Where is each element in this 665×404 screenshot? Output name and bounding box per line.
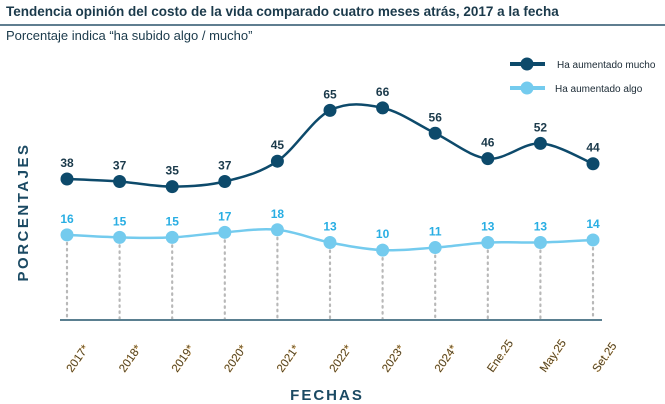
data-label: 15 — [113, 214, 127, 228]
data-point — [218, 225, 232, 239]
data-label: 13 — [323, 219, 337, 233]
legend-label: Ha aumentado mucho — [557, 60, 656, 71]
x-tick-label: 2017* — [65, 343, 92, 375]
data-point — [428, 241, 442, 255]
data-point — [60, 172, 74, 186]
legend-marker — [520, 81, 534, 95]
data-point — [481, 152, 495, 166]
x-axis-title: FECHAS — [290, 387, 364, 404]
data-label: 66 — [376, 85, 390, 99]
data-point — [376, 243, 390, 257]
y-axis-title: PORCENTAJES — [15, 143, 32, 282]
data-point — [113, 175, 127, 189]
data-label: 14 — [586, 217, 600, 231]
data-label: 46 — [481, 136, 495, 150]
x-tick-label: 2022* — [328, 343, 355, 375]
data-label: 11 — [429, 225, 442, 239]
chart-subtitle: Porcentaje indica “ha subido algo / much… — [6, 28, 253, 43]
chart-title: Tendencia opinión del costo de la vida c… — [6, 4, 559, 19]
x-tick-label: 2018* — [117, 343, 144, 375]
data-point — [113, 230, 127, 244]
data-label: 18 — [271, 207, 285, 221]
data-label: 52 — [534, 120, 548, 134]
data-point — [323, 103, 337, 117]
data-label: 37 — [113, 159, 127, 173]
data-label: 38 — [60, 156, 74, 170]
data-label: 44 — [586, 141, 600, 155]
data-label: 17 — [218, 209, 232, 223]
data-point — [270, 223, 284, 237]
data-point — [533, 136, 547, 150]
data-label: 13 — [534, 219, 548, 233]
data-label: 45 — [271, 138, 285, 152]
data-point — [218, 175, 232, 189]
data-point — [165, 230, 179, 244]
data-point — [481, 235, 495, 249]
data-label: 65 — [323, 87, 337, 101]
data-point — [323, 235, 337, 249]
legend-label: Ha aumentado algo — [555, 84, 643, 95]
data-point — [428, 126, 442, 140]
data-point — [376, 101, 390, 115]
data-label: 15 — [166, 214, 180, 228]
legend-marker — [520, 57, 534, 71]
data-label: 13 — [481, 219, 495, 233]
data-point — [60, 228, 74, 242]
x-tick-label: 2024* — [433, 343, 460, 375]
x-tick-label: 2021* — [275, 343, 302, 375]
x-tick-label: 2023* — [380, 343, 407, 375]
data-point — [270, 154, 284, 168]
data-label: 35 — [166, 164, 180, 178]
data-point — [165, 180, 179, 194]
data-point — [533, 235, 547, 249]
data-label: 10 — [376, 227, 390, 241]
data-point — [586, 233, 600, 247]
x-tick-label: Set.25 — [591, 341, 620, 375]
data-label: 16 — [60, 212, 74, 226]
data-point — [586, 157, 600, 171]
title-divider — [0, 24, 665, 26]
x-tick-label: Ene.25 — [485, 338, 516, 375]
data-label: 37 — [218, 159, 232, 173]
data-label: 56 — [429, 110, 443, 124]
x-tick-label: 2020* — [222, 343, 249, 375]
x-tick-label: 2019* — [170, 343, 197, 375]
x-tick-label: May.25 — [538, 338, 569, 375]
